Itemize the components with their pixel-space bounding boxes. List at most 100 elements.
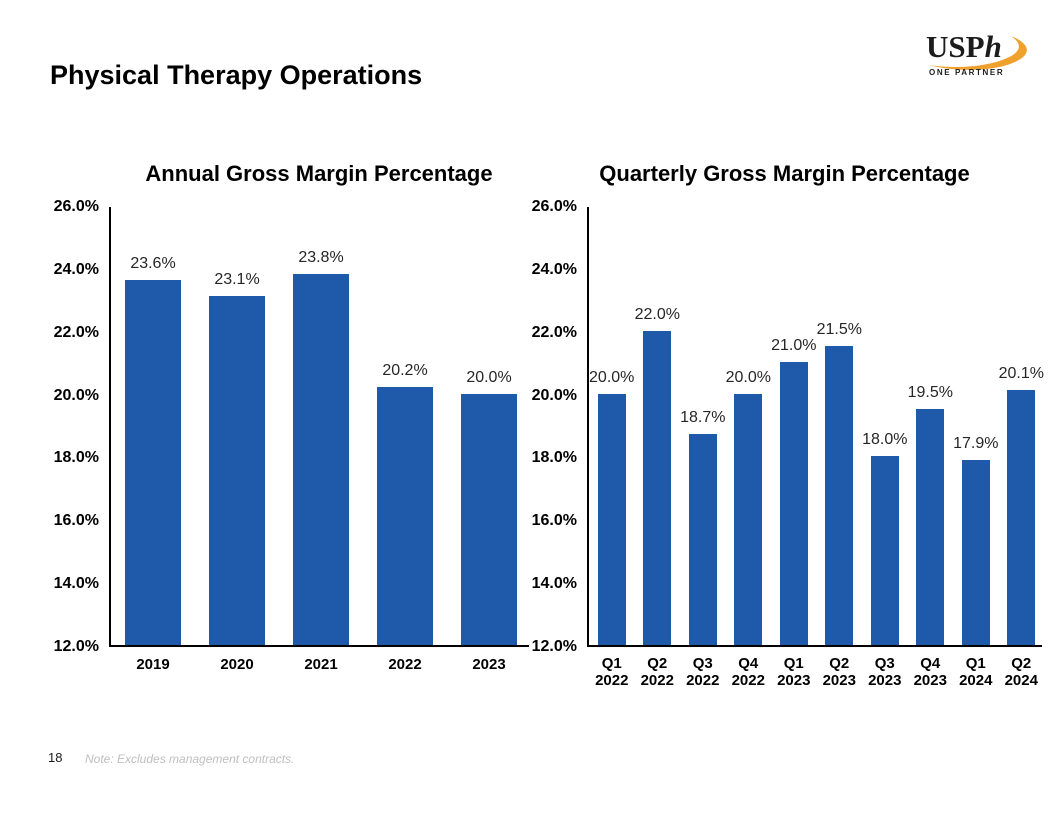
bar: [825, 346, 854, 645]
bar: [461, 393, 517, 645]
x-tick-line: Q1: [783, 655, 804, 672]
plot-area: 20.0% Q1 2022 22.0% Q2 2022 18.7% Q3 2022 20.0% Q4…: [587, 207, 1044, 689]
bar-value-label: 17.9%: [953, 434, 999, 452]
x-tick-label: Q1 2023: [771, 655, 817, 689]
chart-body: 12.0% 14.0% 16.0% 18.0% 20.0% 22.0% 24.0% 26.0%…: [523, 198, 1044, 697]
footnote: Note: Excludes management contracts.: [85, 752, 295, 766]
y-tick-label: 22.0%: [531, 323, 577, 341]
x-tick-line: 2024: [959, 672, 993, 689]
x-tick-line: 2022: [595, 672, 629, 689]
x-tick-line: 2020: [220, 656, 254, 673]
chart-title: Quarterly Gross Margin Percentage: [599, 161, 970, 186]
x-tick-line: 2023: [868, 672, 902, 689]
bar-value-label: 23.8%: [298, 249, 344, 267]
x-tick-line: Q3: [874, 655, 895, 672]
chart-body: 12.0% 14.0% 16.0% 18.0% 20.0% 22.0% 24.0% 26.0%…: [45, 198, 529, 697]
y-tick-label: 26.0%: [53, 198, 99, 215]
x-tick-line: 2023: [472, 656, 506, 673]
x-tick-label: Q1 2024: [953, 655, 999, 689]
x-tick-line: 2023: [913, 672, 947, 689]
x-tick-line: Q2: [829, 655, 850, 672]
x-tick-label: 2020: [195, 656, 279, 673]
x-tick-line: 2023: [777, 672, 811, 689]
x-tick-line: Q4: [738, 655, 759, 672]
bar-value-label: 21.0%: [771, 337, 817, 355]
bar-value-label: 20.0%: [589, 368, 635, 386]
y-tick-label: 16.0%: [531, 512, 577, 530]
bar-value-label: 23.1%: [214, 271, 260, 289]
logo-wordmark: USPh: [926, 29, 1002, 64]
bar: [870, 456, 899, 645]
bar-value-label: 20.0%: [466, 368, 512, 386]
x-tick-label: Q4 2022: [726, 655, 772, 689]
bar: [597, 393, 626, 645]
x-tick-line: 2023: [822, 672, 856, 689]
annual-gross-margin-chart: Annual Gross Margin Percentage 12.0% 14.0%…: [45, 160, 565, 697]
x-tick-line: 2022: [731, 672, 765, 689]
x-tick-label: Q2 2022: [635, 655, 681, 689]
y-tick-label: 16.0%: [53, 512, 99, 530]
bar: [961, 459, 990, 645]
y-tick-label: 14.0%: [53, 575, 99, 593]
bar: [688, 434, 717, 645]
x-tick-label: Q2 2024: [999, 655, 1045, 689]
logo-text-main: USP: [926, 29, 985, 64]
bar-value-label: 23.6%: [130, 255, 176, 273]
x-tick-label: Q3 2022: [680, 655, 726, 689]
y-tick-label: 26.0%: [531, 198, 577, 215]
plot-area: 23.6% 2019 23.1% 2020 23.8% 2021 20.2% 2022 20.0…: [109, 207, 529, 673]
bar: [916, 409, 945, 645]
x-tick-line: 2022: [640, 672, 674, 689]
bar: [377, 387, 433, 645]
x-tick-line: Q4: [920, 655, 941, 672]
x-tick-line: Q2: [1011, 655, 1032, 672]
x-tick-label: 2021: [279, 656, 363, 673]
x-tick-label: 2022: [363, 656, 447, 673]
bar-value-label: 18.7%: [680, 409, 726, 427]
bar: [125, 280, 181, 645]
x-tick-line: Q1: [601, 655, 622, 672]
bar: [209, 296, 265, 645]
x-tick-line: Q3: [692, 655, 713, 672]
logo-swoosh-icon: [928, 36, 1027, 70]
x-tick-label: Q4 2023: [908, 655, 954, 689]
x-tick-label: 2019: [111, 656, 195, 673]
usph-logo: USPh ONE PARTNER: [918, 24, 1040, 86]
logo-text-italic: h: [984, 29, 1002, 64]
bar: [293, 274, 349, 645]
x-tick-line: 2021: [304, 656, 338, 673]
x-tick-line: 2022: [686, 672, 720, 689]
y-tick-label: 24.0%: [53, 260, 99, 278]
page-title: Physical Therapy Operations: [50, 60, 423, 90]
x-tick-line: Q1: [965, 655, 986, 672]
y-tick-label: 18.0%: [53, 449, 99, 467]
bar: [643, 330, 672, 645]
bar-value-label: 22.0%: [634, 305, 680, 323]
page-number: 18: [48, 750, 63, 765]
bar-value-label: 20.0%: [725, 368, 771, 386]
x-tick-line: 2019: [136, 656, 170, 673]
y-tick-label: 20.0%: [531, 386, 577, 404]
y-tick-label: 24.0%: [531, 260, 577, 278]
y-tick-label: 20.0%: [53, 386, 99, 404]
x-tick-label: Q1 2022: [589, 655, 635, 689]
logo-swoosh-path: [928, 36, 1027, 70]
y-tick-label: 14.0%: [531, 575, 577, 593]
y-tick-label: 18.0%: [531, 449, 577, 467]
chart-title: Annual Gross Margin Percentage: [145, 161, 493, 186]
bar: [734, 393, 763, 645]
bar-value-label: 20.1%: [998, 365, 1044, 383]
quarterly-gross-margin-chart: Quarterly Gross Margin Percentage 12.0% 14…: [523, 160, 1044, 697]
x-tick-line: 2022: [388, 656, 422, 673]
logo-tagline: ONE PARTNER: [929, 68, 1005, 77]
bar: [779, 362, 808, 645]
y-tick-label: 12.0%: [531, 638, 577, 655]
bar: [1007, 390, 1036, 645]
x-tick-label: Q3 2023: [862, 655, 908, 689]
y-tick-label: 22.0%: [53, 323, 99, 341]
x-tick-label: Q2 2023: [817, 655, 863, 689]
x-tick-line: 2024: [1004, 672, 1038, 689]
bar-value-label: 20.2%: [382, 362, 428, 380]
bar-value-label: 21.5%: [816, 321, 862, 339]
